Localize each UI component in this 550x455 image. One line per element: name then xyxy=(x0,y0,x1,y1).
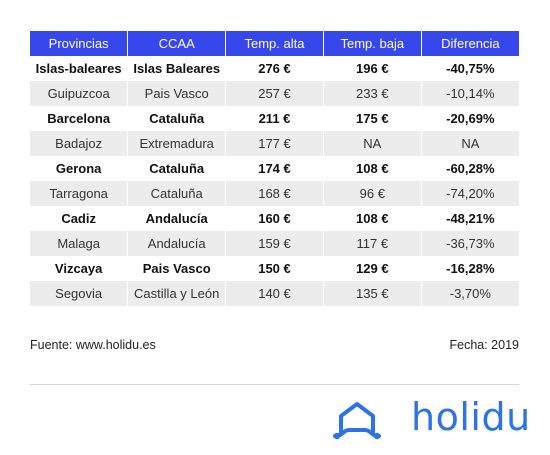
table-cell: 177 € xyxy=(225,131,324,156)
table-row: Cadiz Andalucía 160 €108 € -48,21% xyxy=(30,206,519,231)
table-cell: 174 € xyxy=(225,156,324,181)
table-cell: -74,20% xyxy=(421,181,519,206)
table-cell: 276 € xyxy=(225,56,324,81)
table-cell: 96 € xyxy=(323,181,422,206)
table-cell: 150 € xyxy=(225,256,324,281)
table-cell: 175 € xyxy=(323,106,422,131)
table-cell: -48,21% xyxy=(421,206,519,231)
table-row: Segovia Castilla y León 140 €135 € -3,70% xyxy=(30,281,519,306)
table-cell: Barcelona xyxy=(30,106,129,131)
table-cell: 159 € xyxy=(225,231,324,256)
table-cell: -10,14% xyxy=(421,81,519,106)
table-cell: Pais Vasco xyxy=(127,256,227,281)
table-cell: 135 € xyxy=(323,281,422,306)
table-cell: Guipuzcoa xyxy=(30,81,129,106)
table-cell: Gerona xyxy=(30,156,129,181)
table-cell: 233 € xyxy=(323,81,422,106)
table-cell: Islas-baleares xyxy=(30,56,129,81)
table-cell: 108 € xyxy=(323,206,422,231)
table-row: Tarragona Cataluña 168 €96 € -74,20% xyxy=(30,181,519,206)
table-cell: Vizcaya xyxy=(30,256,129,281)
source-note: Fuente: www.holidu.es xyxy=(30,338,156,352)
table-cell: -16,28% xyxy=(421,256,519,281)
data-table-container: Provincias CCAA Temp. alta Temp. baja Difere… xyxy=(30,31,519,306)
table-cell: -3,70% xyxy=(421,281,519,306)
table-cell: Islas Baleares xyxy=(127,56,227,81)
table-cell: 168 € xyxy=(225,181,324,206)
table-cell: NA xyxy=(323,131,422,156)
column-header: Temp. alta xyxy=(225,31,324,56)
table-header: Provincias CCAA Temp. alta Temp. baja Difere… xyxy=(30,31,519,56)
table-cell: 196 € xyxy=(323,56,422,81)
table-cell: 140 € xyxy=(225,281,324,306)
table-cell: Badajoz xyxy=(30,131,129,156)
table-row: Malaga Andalucía 159 €117 € -36,73% xyxy=(30,231,519,256)
column-header: Temp. baja xyxy=(323,31,422,56)
table-cell: Tarragona xyxy=(30,181,129,206)
table-cell: Cadiz xyxy=(30,206,129,231)
table-cell: Cataluña xyxy=(127,106,227,131)
column-header: Diferencia xyxy=(421,31,519,56)
table-cell: 211 € xyxy=(225,106,324,131)
table-cell: Andalucía xyxy=(127,231,227,256)
table-cell: -20,69% xyxy=(421,106,519,131)
brand-wordmark: holidu xyxy=(411,395,531,439)
table-row: Guipuzcoa Pais Vasco 257 €233 € -10,14% xyxy=(30,81,519,106)
holidu-logo: holidu xyxy=(333,395,530,444)
table-row: Vizcaya Pais Vasco 150 €129 € -16,28% xyxy=(30,256,519,281)
table-body: Islas-baleares Islas Baleares 276 €196 € -4… xyxy=(30,56,519,306)
table-row: Barcelona Cataluña 211 €175 € -20,69% xyxy=(30,106,519,131)
column-header: CCAA xyxy=(127,31,227,56)
table-cell: 117 € xyxy=(323,231,422,256)
table-cell: -40,75% xyxy=(421,56,519,81)
table-cell: Malaga xyxy=(30,231,129,256)
table-cell: 257 € xyxy=(225,81,324,106)
divider xyxy=(30,384,519,385)
table-cell: NA xyxy=(421,131,519,156)
table-cell: 160 € xyxy=(225,206,324,231)
table-cell: Segovia xyxy=(30,281,129,306)
date-note: Fecha: 2019 xyxy=(449,338,520,352)
table-row: Islas-baleares Islas Baleares 276 €196 € -4… xyxy=(30,56,519,81)
table-cell: -36,73% xyxy=(421,231,519,256)
table-row: Badajoz Extremadura 177 € NA NA xyxy=(30,131,519,156)
table-cell: Cataluña xyxy=(127,181,227,206)
table-cell: Andalucía xyxy=(127,206,227,231)
table-cell: Extremadura xyxy=(127,131,227,156)
header-row: Provincias CCAA Temp. alta Temp. baja Difere… xyxy=(30,31,519,56)
table-cell: Cataluña xyxy=(127,156,227,181)
table-cell: 129 € xyxy=(323,256,422,281)
table-cell: Castilla y León xyxy=(127,281,227,306)
table-row: Gerona Cataluña 174 €108 € -60,28% xyxy=(30,156,519,181)
table-cell: Pais Vasco xyxy=(127,81,227,106)
data-table: Provincias CCAA Temp. alta Temp. baja Difere… xyxy=(30,31,519,306)
table-cell: -60,28% xyxy=(421,156,519,181)
column-header: Provincias xyxy=(30,31,129,56)
table-cell: 108 € xyxy=(323,156,422,181)
house-icon xyxy=(333,402,381,440)
